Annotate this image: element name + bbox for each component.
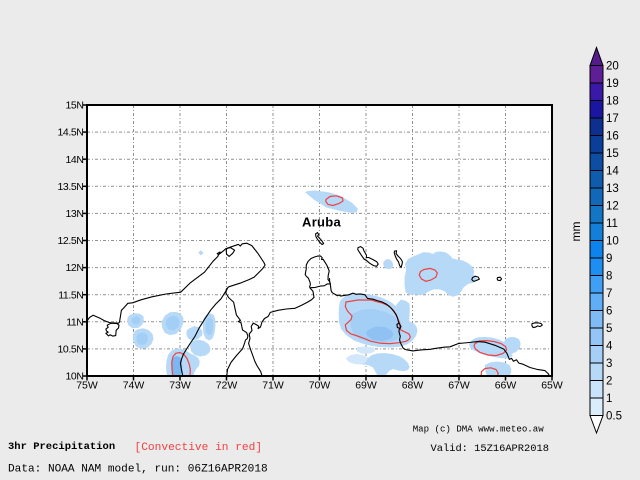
svg-text:12: 12 [606,201,619,213]
svg-text:11: 11 [606,218,618,230]
svg-text:14.5N: 14.5N [57,127,83,139]
svg-text:66W: 66W [495,380,517,392]
svg-text:mm: mm [569,222,583,242]
svg-text:65W: 65W [541,380,563,392]
svg-text:14N: 14N [65,154,83,166]
svg-text:13: 13 [606,183,619,195]
svg-text:2: 2 [606,376,612,388]
svg-text:68W: 68W [402,380,424,392]
svg-text:13.5N: 13.5N [57,181,83,193]
svg-text:13N: 13N [65,208,83,220]
svg-text:15: 15 [606,148,619,160]
svg-text:7: 7 [606,288,612,300]
svg-text:12.5N: 12.5N [57,235,83,247]
svg-text:10N: 10N [65,371,83,383]
svg-text:18: 18 [606,96,619,108]
svg-text:15N: 15N [65,100,83,112]
svg-text:Valid: 15Z16APR2018: Valid: 15Z16APR2018 [431,443,549,455]
svg-text:12N: 12N [65,262,83,274]
svg-text:3hr Precipitation: 3hr Precipitation [8,441,115,453]
svg-text:6: 6 [606,306,612,318]
svg-text:4: 4 [606,341,613,353]
svg-text:[Convective in red]: [Convective in red] [135,442,263,454]
svg-text:19: 19 [606,78,619,90]
svg-text:17: 17 [606,113,619,125]
svg-text:75W: 75W [76,380,98,392]
svg-text:Data: NOAA NAM model, run: 06Z: Data: NOAA NAM model, run: 06Z16APR2018 [8,464,268,476]
svg-text:14: 14 [606,166,619,178]
svg-text:10: 10 [606,236,619,248]
svg-text:20: 20 [606,61,619,73]
svg-text:69W: 69W [355,380,377,392]
svg-text:9: 9 [606,253,612,265]
svg-text:16: 16 [606,131,619,143]
svg-text:10.5N: 10.5N [57,344,83,356]
svg-text:Map (c) DMA www.meteo.aw: Map (c) DMA www.meteo.aw [413,424,545,435]
svg-text:74W: 74W [123,380,145,392]
svg-text:70W: 70W [309,380,331,392]
svg-text:5: 5 [606,323,612,335]
svg-text:3: 3 [606,358,612,370]
svg-text:1: 1 [606,393,612,405]
svg-text:0.5: 0.5 [606,411,622,423]
svg-text:73W: 73W [169,380,191,392]
svg-text:8: 8 [606,271,612,283]
svg-text:11N: 11N [66,316,83,328]
svg-text:67W: 67W [448,380,470,392]
svg-text:71W: 71W [262,380,284,392]
svg-text:Aruba: Aruba [302,215,342,230]
svg-text:11.5N: 11.5N [58,289,83,301]
svg-text:72W: 72W [216,380,238,392]
